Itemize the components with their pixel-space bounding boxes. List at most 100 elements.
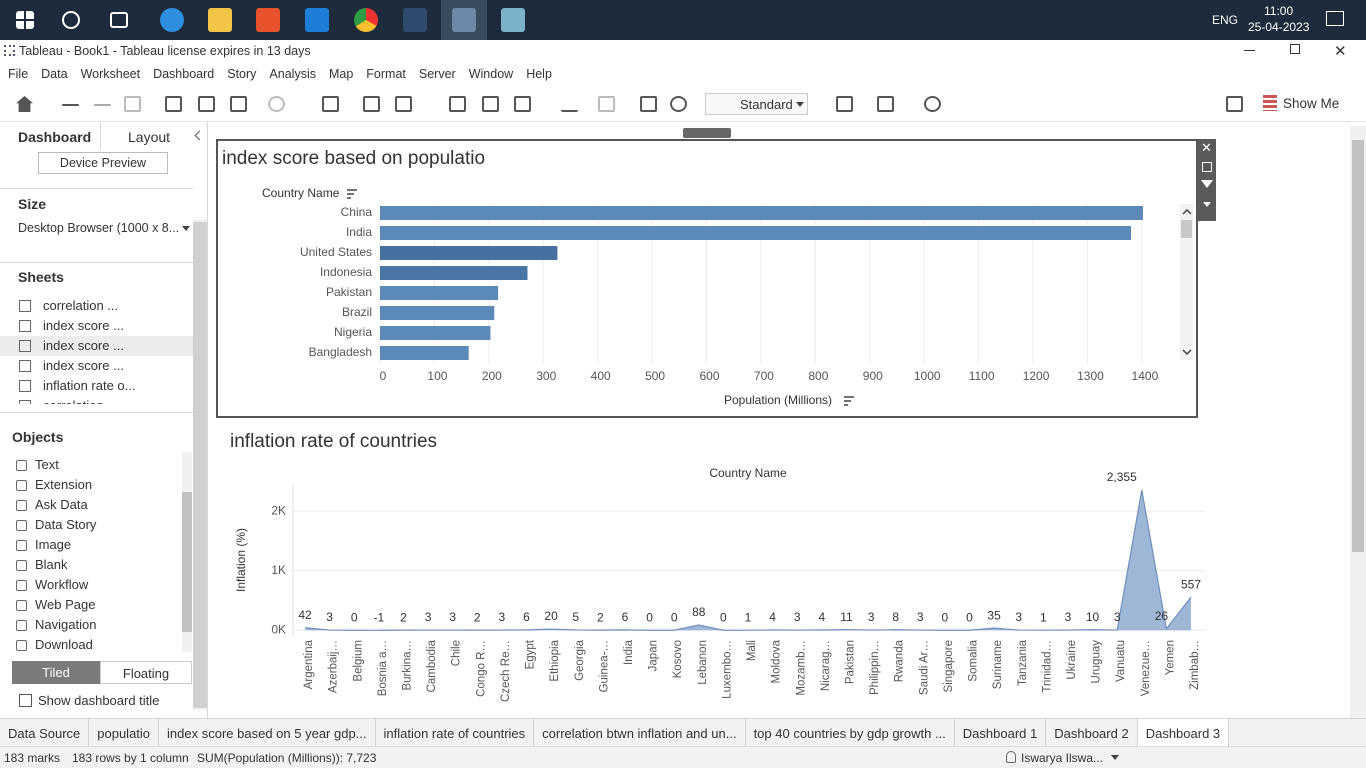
sheet-tab[interactable]: Dashboard 3 [1137,719,1230,747]
explorer-icon[interactable] [208,8,232,32]
dashboard-scrollbar[interactable] [1350,126,1366,718]
sheet-tab[interactable]: top 40 countries by gdp growth ... [746,719,955,747]
sheet-row[interactable]: index score ... [0,316,193,336]
objects-scrollbar[interactable] [182,452,192,652]
user-dropdown[interactable] [1111,755,1119,764]
highlight-button[interactable] [561,96,578,112]
scroll-thumb[interactable] [193,222,207,708]
clock-date[interactable]: 25-04-2023 [1248,20,1310,34]
object-item[interactable]: Image [16,535,71,555]
object-item[interactable]: Ask Data [16,495,88,515]
menu-item[interactable]: File [8,67,29,81]
user-name[interactable]: Iswarya Ilswa... [1021,751,1104,765]
object-item[interactable]: Extension [16,475,92,495]
sheet-row[interactable]: correlation ... [0,396,193,404]
more-options[interactable] [1202,202,1211,211]
replay-button[interactable] [124,96,141,112]
sheet-tab[interactable]: correlation btwn inflation and un... [534,719,746,747]
store-icon[interactable] [256,8,280,32]
notifications[interactable] [1326,11,1344,26]
sheet-row[interactable]: index score ... [0,336,193,356]
selected-zone[interactable] [216,139,1198,418]
sheet-tab[interactable]: Data Source [0,719,90,747]
sheet-item[interactable]: inflation rate o... [19,376,136,396]
sheet-tab[interactable]: populatio [89,719,160,747]
app-icon[interactable] [501,8,525,32]
duplicate-sheet[interactable] [363,96,380,112]
object-item[interactable]: Text [16,455,59,475]
menu-item[interactable]: Worksheet [80,67,141,81]
menu-item[interactable]: Help [526,67,552,81]
refresh-button[interactable] [268,96,285,112]
task-view[interactable] [110,12,128,28]
menu-item[interactable]: Dashboard [153,67,215,81]
new-worksheet[interactable] [322,96,339,112]
show-title-label[interactable]: Show dashboard title [38,693,160,708]
sort-ascending[interactable] [482,96,499,112]
sheet-item[interactable]: correlation ... [19,296,118,316]
minimize-button[interactable] [1244,50,1255,51]
collapse-panel[interactable] [194,130,205,141]
app-icon[interactable] [403,8,427,32]
menu-item[interactable]: Data [41,67,68,81]
menu-item[interactable]: Format [366,67,406,81]
floating-toggle[interactable]: Floating [100,661,192,684]
clock-time[interactable]: 11:00 [1264,4,1294,18]
remove-zone[interactable]: ✕ [1201,140,1212,155]
sheet-tab[interactable]: inflation rate of countries [376,719,535,747]
drag-handle[interactable] [683,128,731,138]
fit-dropdown[interactable]: Standard [705,93,808,115]
filter-button[interactable] [1200,180,1213,194]
clear-sheet[interactable] [395,96,412,112]
panel-tab-layout[interactable]: Layout [128,129,171,145]
object-item[interactable]: Workflow [16,575,88,595]
search-button[interactable] [62,11,80,29]
sheet-row[interactable]: index score ... [0,356,193,376]
pin-button[interactable] [670,96,687,112]
scroll-thumb[interactable] [1352,140,1364,552]
object-item[interactable]: Blank [16,555,68,575]
show-me-button[interactable]: Show Me [1283,96,1340,111]
menu-item[interactable]: Window [468,67,514,81]
pause-updates[interactable] [230,96,247,112]
share-button[interactable] [924,96,941,112]
swap-axes[interactable] [449,96,466,112]
menu-item[interactable]: Server [418,67,456,81]
tiled-toggle[interactable]: Tiled [12,661,100,684]
object-item[interactable]: Data Story [16,515,96,535]
restore-button[interactable] [1290,44,1300,54]
menu-item[interactable]: Map [328,67,354,81]
menu-item[interactable]: Analysis [269,67,316,81]
scroll-thumb[interactable] [182,492,192,632]
size-dropdown[interactable]: Desktop Browser (1000 x 8... [18,221,180,235]
save-button[interactable] [165,96,182,112]
object-item[interactable]: Download [16,635,93,655]
sheet-item[interactable]: correlation ... [19,396,118,404]
new-datasource[interactable] [198,96,215,112]
format-painter[interactable] [1226,96,1243,112]
group-button[interactable] [598,96,615,112]
chrome-icon[interactable] [354,8,378,32]
sheet-item[interactable]: index score ... [19,356,124,376]
close-button[interactable]: ✕ [1334,43,1347,60]
object-item[interactable]: Navigation [16,615,96,635]
redo-button[interactable] [94,104,111,106]
presentation-button[interactable] [877,96,894,112]
go-to-sheet[interactable] [1201,162,1212,172]
checkbox[interactable] [19,694,32,707]
panel-tab-dashboard[interactable]: Dashboard [18,129,92,145]
device-preview-button[interactable]: Device Preview [38,152,168,174]
edge-icon[interactable] [160,8,184,32]
sheet-row[interactable]: correlation ... [0,296,193,316]
sheet-row[interactable]: inflation rate o... [0,376,193,396]
sheet-tab[interactable]: index score based on 5 year gdp... [159,719,376,747]
cards-button[interactable] [836,96,853,112]
mail-icon[interactable] [305,8,329,32]
sort-descending[interactable] [514,96,531,112]
undo-button[interactable] [62,104,79,106]
panel-scrollbar[interactable] [193,220,207,710]
tableau-icon[interactable] [452,8,476,32]
sheet-tab[interactable]: Dashboard 2 [1046,719,1138,747]
labels-button[interactable] [640,96,657,112]
menu-item[interactable]: Story [227,67,257,81]
